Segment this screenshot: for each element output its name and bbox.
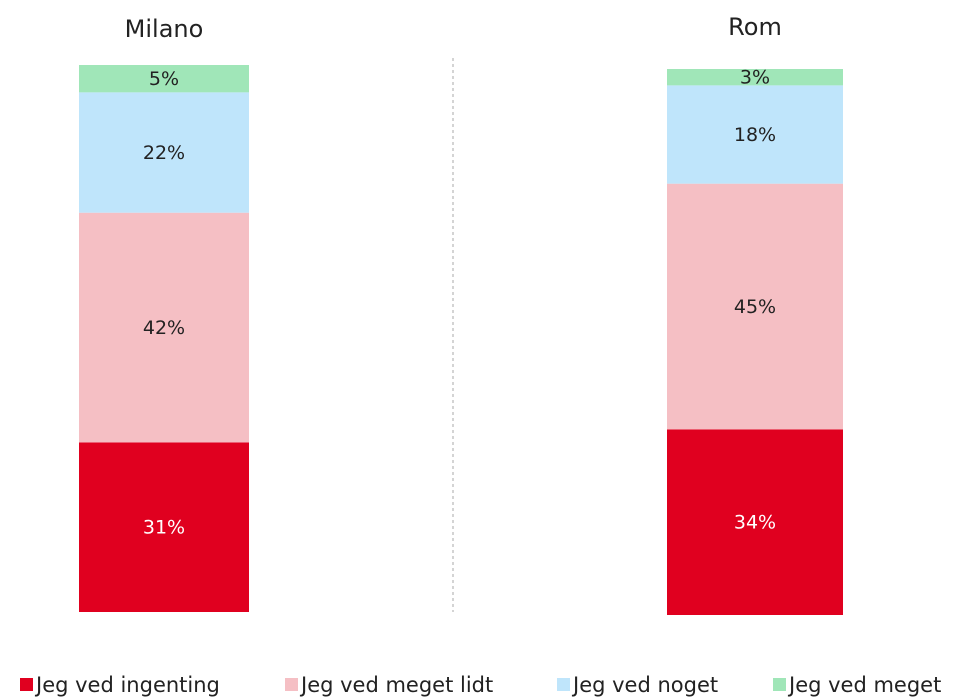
bar-segment <box>667 429 843 615</box>
bar-segment <box>667 69 843 86</box>
data-label: 34% <box>734 512 776 534</box>
legend-label: Jeg ved ingenting <box>34 673 220 697</box>
legend-swatch <box>285 678 298 691</box>
data-label: 5% <box>149 68 179 90</box>
category-label: Milano <box>125 15 204 43</box>
category-label: Rom <box>728 13 782 41</box>
bar-segment <box>79 442 249 612</box>
legend-label: Jeg ved meget <box>787 673 941 697</box>
legend-label: Jeg ved meget lidt <box>299 673 493 697</box>
legend-label: Jeg ved noget <box>571 673 718 697</box>
bar-segment <box>79 212 249 443</box>
data-label: 3% <box>740 67 770 89</box>
data-label: 45% <box>734 296 776 318</box>
bar-segment <box>667 85 843 184</box>
legend-swatch <box>557 678 570 691</box>
bar-segment <box>79 65 249 93</box>
bar-segment <box>667 183 843 430</box>
legend-swatch <box>773 678 786 691</box>
data-label: 22% <box>143 142 185 164</box>
data-label: 18% <box>734 124 776 146</box>
bar-segment <box>79 92 249 213</box>
data-label: 42% <box>143 317 185 339</box>
data-label: 31% <box>143 517 185 539</box>
legend-swatch <box>20 678 33 691</box>
